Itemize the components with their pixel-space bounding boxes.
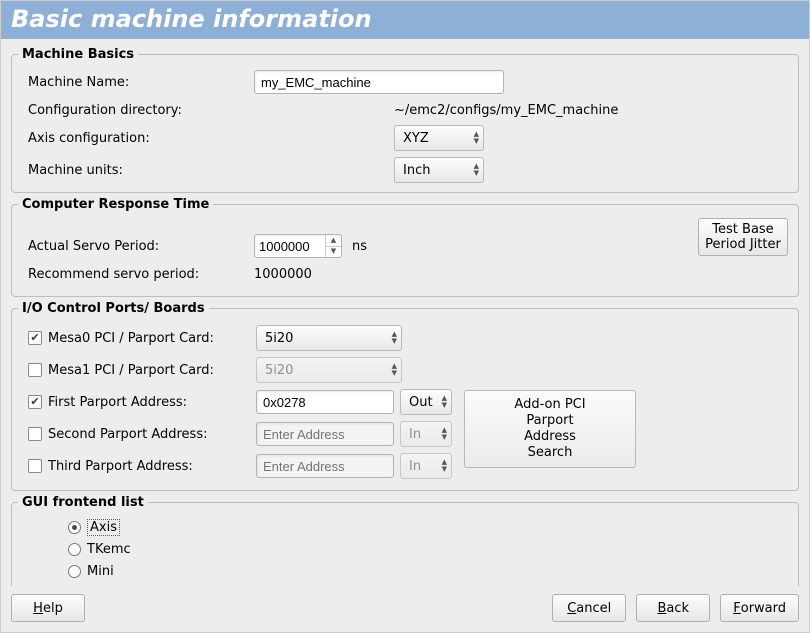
parport3-label: Third Parport Address: <box>48 459 193 474</box>
config-dir-value: ~/emc2/configs/my_EMC_machine <box>394 103 618 118</box>
group-response-time: Computer Response Time Test Base Period … <box>11 197 799 297</box>
machine-units-label: Machine units: <box>22 163 248 178</box>
addon-line2: Parport <box>473 413 627 429</box>
parport2-checkbox[interactable] <box>28 427 42 441</box>
mesa0-card-select[interactable]: 5i20 <box>256 325 402 351</box>
chevron-updown-icon <box>392 331 397 345</box>
mesa0-label: Mesa0 PCI / Parport Card: <box>48 331 214 346</box>
legend-io-ports: I/O Control Ports/ Boards <box>18 301 209 316</box>
chevron-updown-icon <box>442 459 447 473</box>
back-button[interactable]: Back <box>636 594 710 622</box>
gui-tkemc-radio[interactable] <box>68 543 81 556</box>
parport2-address-input <box>256 422 394 446</box>
parport1-checkbox[interactable] <box>28 395 42 409</box>
chevron-updown-icon <box>474 163 479 177</box>
help-button-rest: elp <box>43 601 63 616</box>
spinner-buttons[interactable]: ▲▼ <box>325 235 341 257</box>
parport1-dir-select[interactable]: Out <box>400 389 452 415</box>
group-io-ports: I/O Control Ports/ Boards Add-on PCI Par… <box>11 301 799 491</box>
actual-servo-value[interactable] <box>255 235 325 257</box>
test-base-period-jitter-button[interactable]: Test Base Period Jitter <box>698 218 788 256</box>
content-area: Machine Basics Machine Name: Configurati… <box>1 39 809 586</box>
parport1-dir-value: Out <box>409 395 433 410</box>
gui-axis-radio[interactable] <box>68 521 81 534</box>
group-gui-frontend: GUI frontend list Axis TKemc Mini Touchy <box>11 495 799 586</box>
chevron-updown-icon <box>392 363 397 377</box>
parport3-dir-select: In <box>400 453 452 479</box>
legend-machine-basics: Machine Basics <box>18 47 138 62</box>
addon-pci-search-button[interactable]: Add-on PCI Parport Address Search <box>464 390 636 468</box>
axis-config-select[interactable]: XYZ <box>394 125 484 151</box>
machine-name-label: Machine Name: <box>22 75 248 90</box>
gui-touchy-label: Touchy <box>87 586 132 587</box>
page-title: Basic machine information <box>1 1 809 39</box>
actual-servo-label: Actual Servo Period: <box>22 239 248 254</box>
gui-axis-label: Axis <box>87 519 120 536</box>
gui-mini-label: Mini <box>87 564 114 579</box>
parport2-label: Second Parport Address: <box>48 427 207 442</box>
parport1-address-input[interactable] <box>256 390 394 414</box>
chevron-updown-icon <box>442 427 447 441</box>
recommend-servo-value: 1000000 <box>254 267 312 282</box>
parport2-dir-select: In <box>400 421 452 447</box>
addon-line3: Address <box>473 429 627 445</box>
legend-gui-frontend: GUI frontend list <box>18 495 148 510</box>
forward-button[interactable]: Forward <box>720 594 799 622</box>
actual-servo-spinner[interactable]: ▲▼ <box>254 234 342 258</box>
cancel-button[interactable]: Cancel <box>552 594 626 622</box>
config-dir-label: Configuration directory: <box>22 103 248 118</box>
group-machine-basics: Machine Basics Machine Name: Configurati… <box>11 47 799 193</box>
recommend-servo-label: Recommend servo period: <box>22 267 248 282</box>
gui-mini-radio[interactable] <box>68 565 81 578</box>
test-base-line1: Test Base <box>712 222 773 237</box>
mesa0-checkbox[interactable] <box>28 331 42 345</box>
footer-bar: Help Cancel Back Forward <box>1 586 809 632</box>
machine-units-value: Inch <box>403 163 430 178</box>
back-button-rest: ack <box>666 601 689 616</box>
mesa1-label: Mesa1 PCI / Parport Card: <box>48 363 214 378</box>
parport1-label: First Parport Address: <box>48 395 187 410</box>
machine-name-input[interactable] <box>254 70 504 94</box>
axis-config-value: XYZ <box>403 131 429 146</box>
parport3-dir-value: In <box>409 459 421 474</box>
mesa1-card-select: 5i20 <box>256 357 402 383</box>
addon-line1: Add-on PCI <box>473 397 627 413</box>
cancel-button-rest: ancel <box>576 601 611 616</box>
addon-line4: Search <box>473 445 627 461</box>
test-base-line2: Period Jitter <box>705 237 781 252</box>
legend-response-time: Computer Response Time <box>18 197 213 212</box>
mesa1-value: 5i20 <box>265 363 293 378</box>
gui-tkemc-label: TKemc <box>87 542 131 557</box>
mesa1-checkbox[interactable] <box>28 363 42 377</box>
machine-units-select[interactable]: Inch <box>394 157 484 183</box>
mesa0-value: 5i20 <box>265 331 293 346</box>
forward-button-rest: orward <box>741 601 786 616</box>
chevron-updown-icon <box>442 395 447 409</box>
parport2-dir-value: In <box>409 427 421 442</box>
parport3-address-input <box>256 454 394 478</box>
parport3-checkbox[interactable] <box>28 459 42 473</box>
axis-config-label: Axis configuration: <box>22 131 248 146</box>
chevron-updown-icon <box>474 131 479 145</box>
actual-servo-units: ns <box>352 239 367 254</box>
help-button[interactable]: Help <box>11 594 85 622</box>
